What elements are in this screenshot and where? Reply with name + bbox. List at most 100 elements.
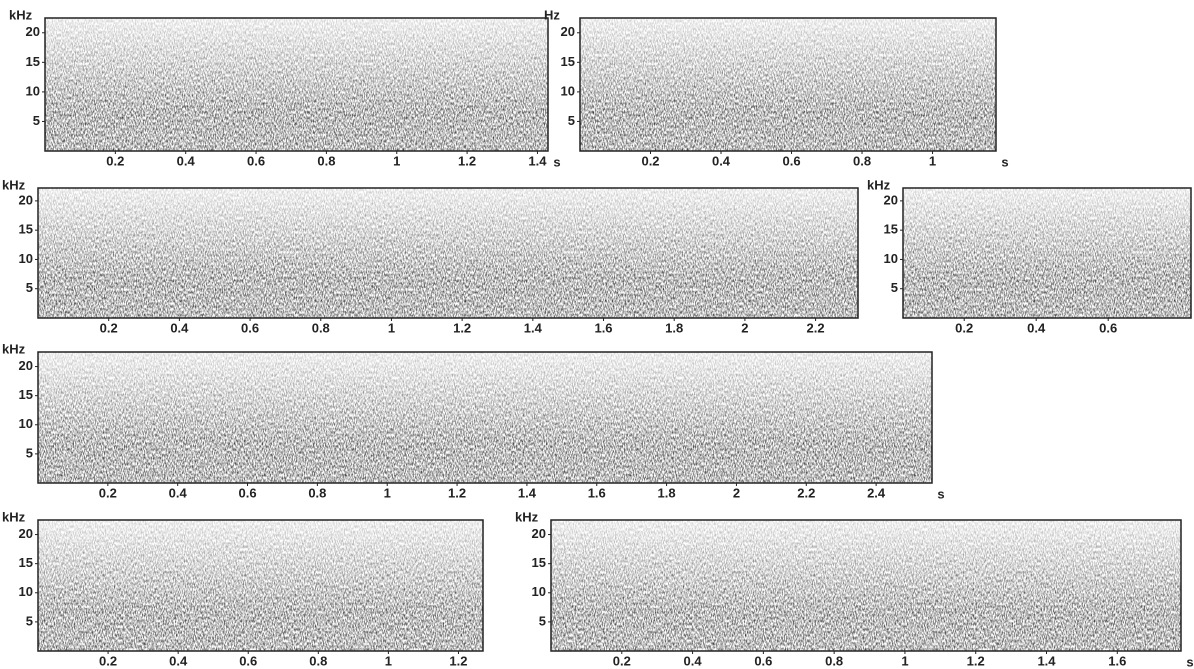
y-tick-label: 15	[19, 555, 33, 570]
x-tick-label: 0.2	[100, 320, 118, 335]
x-tick-label: 0.8	[853, 153, 871, 168]
x-tick-label: 0.6	[782, 153, 800, 168]
y-tick-label: 15	[561, 54, 575, 69]
x-tick-label: 0.6	[1099, 320, 1117, 335]
spectrogram-fade	[38, 520, 483, 612]
x-tick-label: 1.6	[594, 320, 612, 335]
x-tick-label: 1.2	[967, 653, 985, 668]
x-tick-label: 0.8	[317, 153, 335, 168]
x-tick-label: 2.2	[797, 485, 815, 500]
y-tick-label: 20	[532, 526, 546, 541]
x-tick-label: 2.4	[867, 485, 886, 500]
spectrogram-fade	[551, 520, 1181, 612]
x-tick-label: 0.2	[613, 653, 631, 668]
y-tick-label: 15	[532, 555, 546, 570]
y-tick-label: 5	[568, 113, 575, 128]
x-tick-label: 0.8	[308, 485, 326, 500]
spectrogram-fade	[38, 188, 858, 279]
y-axis-label: kHz	[9, 7, 33, 22]
x-tick-label: 1.8	[658, 485, 676, 500]
x-tick-label: 1	[929, 153, 936, 168]
y-axis-label: kHz	[2, 509, 26, 524]
x-tick-label: 1	[388, 320, 395, 335]
spectrogram-panel: kHz 5 10 15 20 0.2 0.4 0.6 0.8 1 1.2 1.4 1.6 1.8 2 2.2	[2, 177, 859, 335]
x-tick-label: 1.2	[453, 320, 471, 335]
x-tick-label: 0.8	[312, 320, 330, 335]
y-tick-label: 5	[26, 613, 33, 628]
y-axis-label: Hz	[544, 7, 560, 22]
y-axis-label: kHz	[2, 341, 26, 356]
spectrogram-panel: kHz 5 10 15 20 0.2 0.4 0.6 0.8 1 1.2 1.4 1.6 1.8 2 2.2 2…	[2, 341, 945, 501]
x-tick-label: 0.6	[239, 653, 257, 668]
y-tick-label: 20	[19, 526, 33, 541]
y-axis-label: kHz	[2, 177, 26, 192]
x-tick-label: 0.2	[955, 320, 973, 335]
x-tick-label: 0.4	[170, 320, 189, 335]
x-tick-label: 0.2	[99, 485, 117, 500]
x-tick-label: 0.2	[641, 153, 659, 168]
spectrogram-panel: kHz 5 10 15 20 0.2 0.4 0.6	[867, 177, 1192, 335]
x-tick-label: 1.2	[458, 153, 476, 168]
x-tick-label: 0.4	[712, 153, 731, 168]
x-tick-label: 1.2	[448, 485, 466, 500]
y-tick-label: 10	[532, 584, 546, 599]
x-tick-label: 0.6	[247, 153, 265, 168]
y-tick-label: 5	[26, 445, 33, 460]
y-tick-label: 10	[561, 83, 575, 98]
x-tick-label: 1.6	[1108, 653, 1126, 668]
y-tick-label: 10	[19, 416, 33, 431]
plot-frame	[37, 351, 933, 484]
y-axis-label: kHz	[867, 177, 891, 192]
x-tick-label: 0.8	[825, 653, 843, 668]
x-tick-label: 1	[393, 153, 400, 168]
x-tick-label: 0.2	[106, 153, 124, 168]
x-tick-label: 2	[741, 320, 748, 335]
x-axis-label: s	[1001, 154, 1008, 169]
x-axis-label: s	[937, 486, 944, 501]
y-tick-label: 10	[26, 83, 40, 98]
y-tick-label: 20	[26, 24, 40, 39]
y-tick-label: 5	[539, 613, 546, 628]
x-tick-label: 1	[384, 485, 391, 500]
x-tick-label: 0.4	[169, 485, 188, 500]
plot-frame	[550, 519, 1182, 652]
x-axis-label: s	[553, 154, 560, 169]
plot-frame	[44, 17, 549, 152]
plot-frame	[37, 519, 484, 652]
x-tick-label: 0.2	[99, 653, 117, 668]
x-tick-label: 0.4	[1027, 320, 1046, 335]
spectrogram-panel: kHz 5 10 15 20 0.2 0.4 0.6 0.8 1 1.2 1.4 s	[9, 7, 561, 169]
plot-frame	[902, 187, 1192, 319]
x-axis-label: s	[1186, 654, 1193, 669]
x-tick-label: 2.2	[807, 320, 825, 335]
spectrogram-panel: Hz 5 10 15 20 0.2 0.4 0.6 0.8 1 s	[544, 7, 1009, 169]
y-tick-label: 15	[884, 222, 898, 237]
x-tick-label: 2	[733, 485, 740, 500]
y-tick-label: 5	[33, 113, 40, 128]
y-tick-label: 10	[19, 251, 33, 266]
spectrogram-panel: kHz 5 10 15 20 0.2 0.4 0.6 0.8 1 1.2 1.4 1.6 s	[515, 509, 1194, 669]
spectrogram-fade	[903, 188, 1191, 279]
x-tick-label: 0.4	[684, 653, 703, 668]
y-axis-label: kHz	[515, 509, 539, 524]
spectrogram-fade	[45, 18, 548, 112]
x-tick-label: 0.4	[169, 653, 188, 668]
x-tick-label: 1.8	[665, 320, 683, 335]
x-tick-label: 1	[385, 653, 392, 668]
x-tick-label: 0.6	[238, 485, 256, 500]
y-tick-label: 15	[19, 222, 33, 237]
x-tick-label: 1.4	[1037, 653, 1056, 668]
y-tick-label: 10	[19, 584, 33, 599]
y-tick-label: 20	[19, 192, 33, 207]
x-tick-label: 1.4	[528, 153, 547, 168]
y-tick-label: 15	[26, 54, 40, 69]
x-tick-label: 1.4	[518, 485, 537, 500]
x-tick-label: 0.6	[241, 320, 259, 335]
x-tick-label: 0.8	[309, 653, 327, 668]
spectrogram-fade	[580, 18, 996, 112]
x-tick-label: 1.2	[449, 653, 467, 668]
x-tick-label: 1	[901, 653, 908, 668]
plot-frame	[37, 187, 859, 319]
spectrogram-fade	[38, 352, 932, 444]
